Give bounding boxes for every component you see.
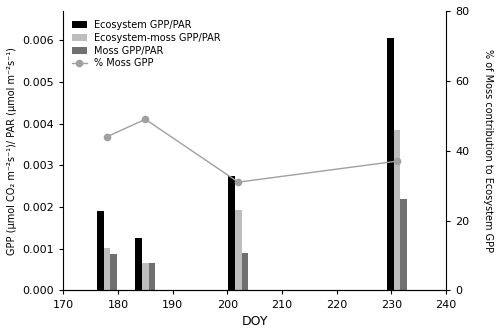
Bar	[387, 38, 394, 290]
Bar	[110, 254, 117, 290]
Bar	[228, 176, 235, 290]
Bar	[142, 263, 148, 290]
Bar	[400, 199, 406, 290]
Bar	[235, 210, 242, 290]
Bar	[97, 211, 103, 290]
Legend: Ecosystem GPP/PAR, Ecosystem-moss GPP/PAR, Moss GPP/PAR, % Moss GPP: Ecosystem GPP/PAR, Ecosystem-moss GPP/PA…	[68, 16, 225, 72]
Bar	[136, 238, 142, 290]
Bar	[242, 253, 248, 290]
Bar	[394, 130, 400, 290]
Bar	[148, 263, 155, 290]
Bar	[104, 248, 110, 290]
Y-axis label: % of Moss contribution to Ecosystem GPP: % of Moss contribution to Ecosystem GPP	[483, 49, 493, 252]
X-axis label: DOY: DOY	[242, 315, 268, 328]
Y-axis label: GPP (μmol CO₂ m⁻²s⁻¹)/ PAR (μmol m⁻²s⁻¹): GPP (μmol CO₂ m⁻²s⁻¹)/ PAR (μmol m⁻²s⁻¹)	[7, 47, 17, 255]
